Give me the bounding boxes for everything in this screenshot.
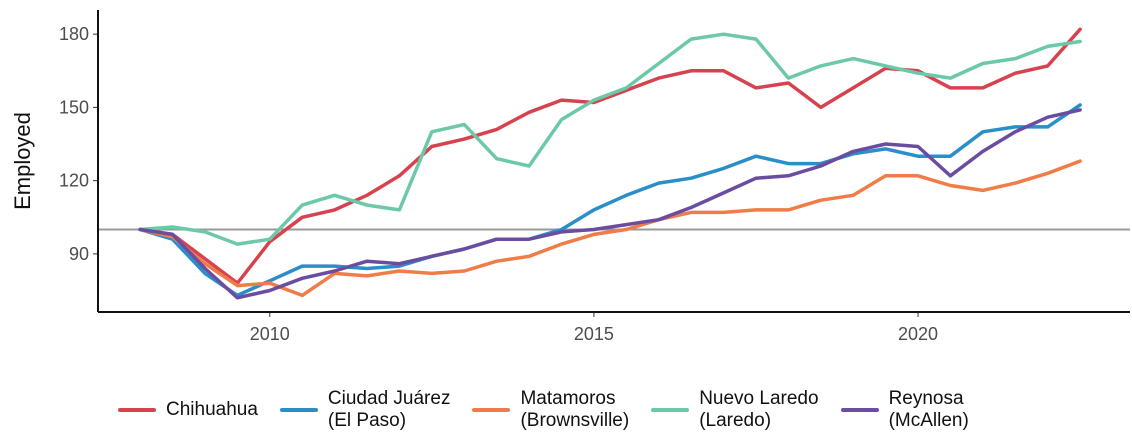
series-line [138,159,1082,298]
y-tick-label: 180 [59,24,89,44]
series-line [138,103,1082,298]
y-tick-label: 90 [69,244,89,264]
legend: Chihuahua Ciudad Juárez (El Paso) Matamoro… [118,388,969,432]
legend-label: Ciudad Juárez (El Paso) [327,388,451,431]
legend-label: Matamoros (Brownsville) [520,388,630,431]
legend-item: Reynosa (McAllen) [840,388,969,432]
x-tick-label: 2010 [250,324,290,344]
legend-swatch [651,408,690,412]
legend-swatch [472,408,511,412]
legend-label: Chihuahua [166,399,258,420]
legend-item: Chihuahua [118,399,258,421]
y-tick-label: 150 [59,97,89,117]
legend-swatch [279,408,318,412]
legend-item: Nuevo Laredo (Laredo) [651,388,819,432]
legend-label: Reynosa (McAllen) [888,388,969,431]
series-line [138,108,1082,300]
legend-item: Ciudad Juárez (El Paso) [279,388,451,432]
legend-swatch [840,408,879,412]
y-axis-title: Employed [10,112,35,210]
series-line [138,32,1082,246]
chart: Employed 90 120 150 180 2010 2015 2020 [10,10,1130,344]
legend-item: Matamoros (Brownsville) [472,388,629,432]
x-tick-label: 2020 [898,324,938,344]
y-tick-label: 120 [59,171,89,191]
x-tick-label: 2015 [574,324,614,344]
legend-swatch [118,408,156,412]
legend-label: Nuevo Laredo (Laredo) [699,388,819,431]
